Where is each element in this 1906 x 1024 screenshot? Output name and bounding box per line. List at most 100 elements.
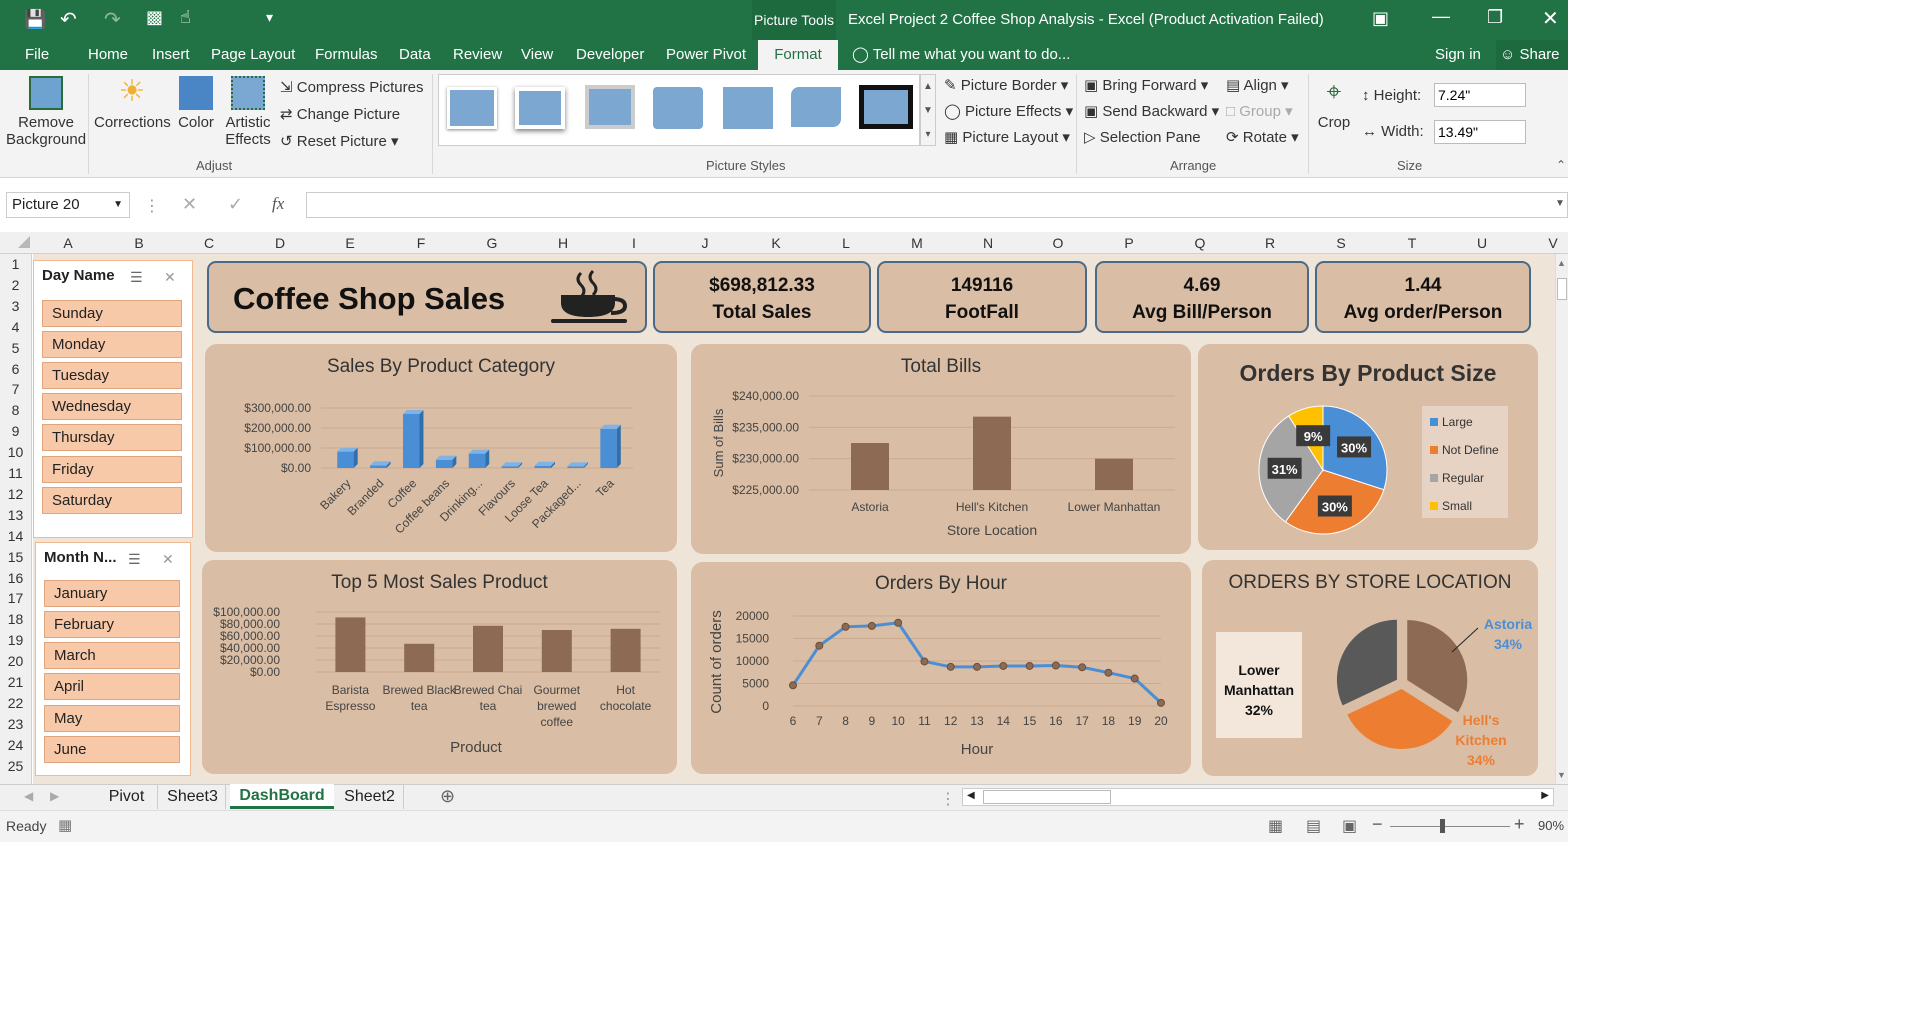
scroll-down-icon[interactable]: ▼ [1557,770,1566,780]
reset-picture-button[interactable]: ↺ Reset Picture ▾ [280,133,399,150]
chart-top5-products[interactable]: Top 5 Most Sales Product $0.00 $20,000.00… [202,560,677,774]
save-icon[interactable]: 💾 [24,9,47,29]
style-thumb[interactable] [515,87,565,129]
row-header[interactable]: 12 [7,485,24,502]
column-header[interactable]: R [1264,235,1276,251]
name-box[interactable]: Picture 20 ▼ [6,192,130,218]
slicer-item-january[interactable]: January [44,580,180,607]
tab-format[interactable]: Format [758,40,838,70]
expand-formula-icon[interactable]: ▼ [1555,198,1565,209]
width-input[interactable] [1434,120,1526,144]
slicer-item-april[interactable]: April [44,673,180,700]
compress-pictures-button[interactable]: ⇲ Compress Pictures [280,79,424,96]
row-header[interactable]: 10 [7,444,24,461]
style-thumb[interactable] [653,87,703,129]
row-header[interactable]: 11 [8,465,23,481]
horizontal-scrollbar[interactable]: ◀ ▶ [962,788,1554,806]
undo-icon[interactable]: ↶ [60,9,77,31]
column-header[interactable]: N [982,235,994,251]
height-input[interactable] [1434,83,1526,107]
row-header[interactable]: 18 [7,611,24,628]
slicer-item-thursday[interactable]: Thursday [42,424,182,451]
slicer-item-wednesday[interactable]: Wednesday [42,393,182,420]
row-header[interactable]: 19 [7,632,24,649]
row-header[interactable]: 5 [11,339,20,356]
enter-icon[interactable]: ✓ [228,194,244,214]
color-button[interactable]: Color [174,74,218,131]
page-layout-view-icon[interactable]: ▤ [1306,818,1322,835]
minimize-icon[interactable]: — [1432,6,1450,26]
picture-effects-button[interactable]: ◯ Picture Effects ▾ [944,103,1074,120]
row-header[interactable]: 20 [7,653,24,670]
row-header[interactable]: 4 [11,318,20,335]
column-header[interactable]: B [134,235,144,251]
column-header[interactable]: D [274,235,286,251]
column-header[interactable]: P [1124,235,1134,251]
change-picture-button[interactable]: ⇄ Change Picture [280,106,401,123]
customize-toolbar-icon[interactable]: ▾ [266,9,274,25]
column-header[interactable]: T [1407,235,1417,251]
slicer-item-tuesday[interactable]: Tuesday [42,362,182,389]
collapse-ribbon-icon[interactable]: ⌃ [1556,158,1567,172]
column-header[interactable]: M [911,235,923,251]
multi-select-icon[interactable]: ☰ [128,551,141,567]
zoom-level[interactable]: 90% [1538,818,1565,833]
zoom-slider-thumb[interactable] [1440,819,1445,833]
column-header[interactable]: I [632,235,636,251]
gallery-scroll[interactable]: ▲ ▼ ▾ [920,74,936,146]
chart-orders-by-hour[interactable]: Orders By Hour 0 5000 10000 15000 20000 6 7 8 9 1… [691,562,1191,774]
style-thumb[interactable] [859,85,913,129]
ribbon-display-icon[interactable]: ▣ [1372,8,1390,28]
tab-page-layout[interactable]: Page Layout [211,46,296,63]
zoom-out-icon[interactable]: − [1372,814,1383,834]
name-box-dropdown-icon[interactable]: ▼ [113,199,123,210]
align-button[interactable]: ▤ Align ▾ [1226,77,1289,94]
tab-review[interactable]: Review [453,46,503,63]
row-header[interactable]: 23 [7,715,24,732]
slicer-item-march[interactable]: March [44,642,180,669]
row-header[interactable]: 1 [11,256,20,272]
row-header[interactable]: 3 [11,297,20,314]
restore-icon[interactable]: ❐ [1487,7,1504,27]
slicer-item-friday[interactable]: Friday [42,456,182,483]
chart-sales-by-category[interactable]: Sales By Product Category $0.00 $100,000.… [205,344,677,552]
next-sheet-icon[interactable]: ▶ [50,789,60,803]
org-chart-icon[interactable]: ▩ [146,7,164,27]
cancel-icon[interactable]: ✕ [182,194,198,214]
column-header[interactable]: U [1476,235,1488,251]
tab-power-pivot[interactable]: Power Pivot [666,46,747,63]
column-header[interactable]: C [203,235,215,251]
column-header[interactable]: A [63,235,73,251]
row-header[interactable]: 2 [11,276,20,293]
remove-background-button[interactable]: Remove Background [6,74,86,148]
tab-home[interactable]: Home [88,46,129,63]
slicer-item-may[interactable]: May [44,705,180,732]
vertical-scrollbar[interactable]: ▲ ▼ [1555,254,1568,784]
tab-file[interactable]: File [25,46,50,63]
slicer-item-june[interactable]: June [44,736,180,763]
normal-view-icon[interactable]: ▦ [1268,818,1284,835]
column-header[interactable]: J [701,235,709,251]
row-header[interactable]: 15 [7,548,24,565]
row-header[interactable]: 16 [7,569,24,586]
chart-orders-by-size[interactable]: Orders By Product Size 30% 30% 31% 9% Large N… [1198,344,1538,550]
scroll-thumb[interactable] [1557,278,1567,300]
macro-record-icon[interactable]: ▦ [58,817,73,834]
sheet-tab-pivot[interactable]: Pivot [96,785,158,809]
zoom-in-icon[interactable]: + [1514,814,1525,834]
tab-view[interactable]: View [521,46,554,63]
row-header[interactable]: 6 [11,360,20,377]
picture-layout-button[interactable]: ▦ Picture Layout ▾ [944,129,1070,146]
send-backward-button[interactable]: ▣ Send Backward ▾ [1084,103,1220,120]
formula-input[interactable] [306,192,1568,218]
add-sheet-icon[interactable]: ⊕ [440,786,456,806]
sheet-tab-sheet3[interactable]: Sheet3 [160,785,226,809]
column-header[interactable]: K [771,235,781,251]
tell-me-search[interactable]: ◯ Tell me what you want to do... [852,46,1071,63]
column-header[interactable]: G [486,235,498,251]
close-icon[interactable]: ✕ [1542,8,1559,30]
column-header[interactable]: O [1052,235,1064,251]
row-header[interactable]: 25 [7,757,24,774]
selection-pane-button[interactable]: ▷ Selection Pane [1084,129,1201,146]
touch-mode-icon[interactable]: ☝ [180,7,191,27]
